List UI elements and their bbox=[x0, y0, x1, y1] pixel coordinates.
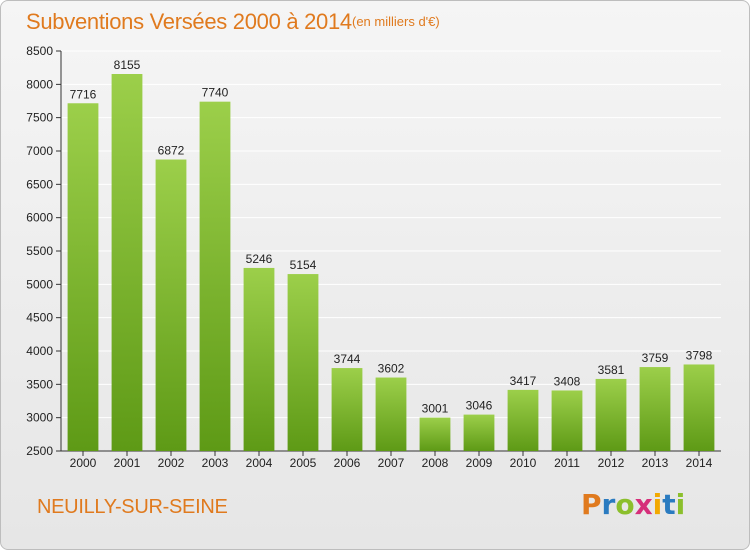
bar-2010 bbox=[507, 389, 539, 451]
chart-unit-note: (en milliers d'€) bbox=[352, 14, 440, 29]
logo-letter: r bbox=[601, 488, 616, 521]
x-tick-label: 2003 bbox=[202, 456, 229, 470]
x-tick-label: 2002 bbox=[158, 456, 185, 470]
data-label: 3798 bbox=[686, 348, 713, 362]
x-tick-label: 2012 bbox=[598, 456, 625, 470]
logo-letter: P bbox=[581, 488, 602, 521]
y-tick-label: 6500 bbox=[26, 177, 53, 191]
bar-2006 bbox=[331, 368, 363, 451]
bar-2001 bbox=[111, 74, 143, 451]
x-tick-label: 2006 bbox=[334, 456, 361, 470]
y-tick-label: 3500 bbox=[26, 377, 53, 391]
data-label: 3408 bbox=[554, 374, 581, 388]
data-label: 7716 bbox=[70, 87, 97, 101]
bar-2002 bbox=[155, 159, 187, 452]
x-tick-label: 2011 bbox=[554, 456, 580, 470]
data-label: 5246 bbox=[246, 252, 273, 266]
y-tick-label: 2500 bbox=[26, 444, 53, 458]
logo-letter: x bbox=[634, 488, 653, 521]
y-tick-label: 7500 bbox=[26, 111, 53, 125]
y-tick-label: 6000 bbox=[26, 211, 53, 225]
x-tick-label: 2008 bbox=[422, 456, 449, 470]
x-tick-label: 2007 bbox=[378, 456, 405, 470]
x-tick-label: 2001 bbox=[114, 456, 141, 470]
data-label: 6872 bbox=[158, 144, 185, 158]
y-tick-label: 8000 bbox=[26, 77, 53, 91]
bar-2007 bbox=[375, 377, 407, 451]
bar-2009 bbox=[463, 414, 495, 451]
logo-letter: o bbox=[615, 488, 635, 521]
bar-2004 bbox=[243, 267, 275, 451]
data-label: 3417 bbox=[510, 374, 537, 388]
proxiti-logo: Proxiti bbox=[581, 488, 685, 521]
chart-title: Subventions Versées 2000 à 2014 bbox=[26, 9, 352, 34]
bar-2012 bbox=[595, 378, 627, 451]
y-tick-label: 4000 bbox=[26, 344, 53, 358]
labels: 2000 7716 2001 8155 2002 6872 2003 7740 2004 5246… bbox=[70, 58, 713, 470]
bar-2013 bbox=[639, 367, 671, 451]
axes: 2500 3000 3500 4000 4500 5000 5500 6000 6500 7000… bbox=[26, 44, 721, 458]
data-label: 3602 bbox=[378, 362, 405, 376]
y-tick-label: 4500 bbox=[26, 311, 53, 325]
x-tick-label: 2014 bbox=[686, 456, 713, 470]
x-tick-label: 2005 bbox=[290, 456, 317, 470]
bar-2011 bbox=[551, 390, 583, 451]
data-label: 3744 bbox=[334, 352, 361, 366]
y-tick-label: 3000 bbox=[26, 411, 53, 425]
y-tick-label: 5000 bbox=[26, 277, 53, 291]
y-tick-label: 7000 bbox=[26, 144, 53, 158]
bar-2014 bbox=[683, 364, 715, 451]
x-tick-label: 2009 bbox=[466, 456, 493, 470]
data-label: 3759 bbox=[642, 351, 669, 365]
logo-letter: t bbox=[662, 488, 676, 521]
bars bbox=[67, 74, 715, 452]
y-tick-label: 8500 bbox=[26, 44, 53, 58]
data-label: 3581 bbox=[598, 363, 625, 377]
logo-letter: i bbox=[675, 488, 686, 521]
bar-2000 bbox=[67, 103, 99, 452]
data-label: 3001 bbox=[422, 402, 449, 416]
x-tick-label: 2010 bbox=[510, 456, 537, 470]
bar-2008 bbox=[419, 417, 451, 451]
logo-letter: i bbox=[652, 488, 663, 521]
data-label: 5154 bbox=[290, 258, 317, 272]
y-tick-label: 5500 bbox=[26, 244, 53, 258]
commune-name: NEUILLY-SUR-SEINE bbox=[37, 496, 228, 518]
x-tick-label: 2013 bbox=[642, 456, 669, 470]
data-label: 7740 bbox=[202, 86, 229, 100]
data-label: 8155 bbox=[114, 58, 141, 72]
data-label: 3046 bbox=[466, 399, 493, 413]
bar-2003 bbox=[199, 101, 231, 452]
x-tick-label: 2000 bbox=[70, 456, 97, 470]
bar-2005 bbox=[287, 274, 319, 451]
x-tick-label: 2004 bbox=[246, 456, 273, 470]
